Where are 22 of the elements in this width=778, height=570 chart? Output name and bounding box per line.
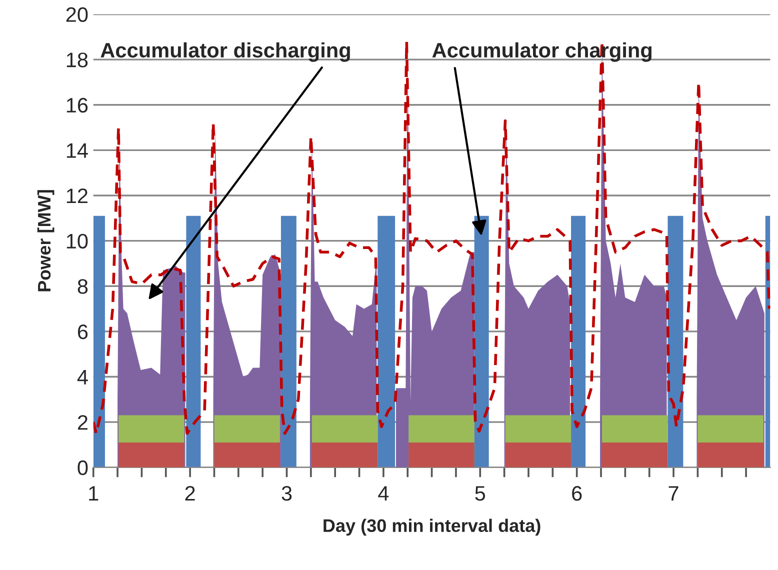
annotation: Accumulator discharging (100, 42, 350, 62)
y-tick-label: 6 (78, 324, 88, 340)
x-axis-title: Day (30 min interval data) (324, 518, 540, 536)
x-tick-label: 5 (475, 486, 486, 501)
y-tick-label: 20 (66, 7, 88, 22)
annotation: Accumulator charging (432, 42, 652, 62)
x-tick-label: 7 (668, 486, 678, 501)
x-tick-label: 4 (378, 486, 389, 501)
y-axis-title: Power [MW] (37, 190, 54, 292)
y-tick-label: 10 (66, 234, 88, 249)
x-tick-label: 1 (89, 486, 98, 501)
x-tick-label: 3 (282, 486, 292, 501)
y-tick-label: 16 (66, 98, 88, 113)
y-tick-label: 12 (66, 188, 88, 204)
x-tick-label: 2 (185, 486, 195, 501)
y-tick-label: 14 (66, 143, 88, 158)
y-tick-label: 0 (78, 460, 88, 476)
y-tick-label: 18 (66, 52, 88, 68)
y-tick-label: 4 (77, 370, 88, 384)
y-tick-label: 8 (78, 279, 88, 294)
y-tick-label: 2 (78, 415, 88, 430)
x-tick-label: 6 (572, 486, 582, 501)
